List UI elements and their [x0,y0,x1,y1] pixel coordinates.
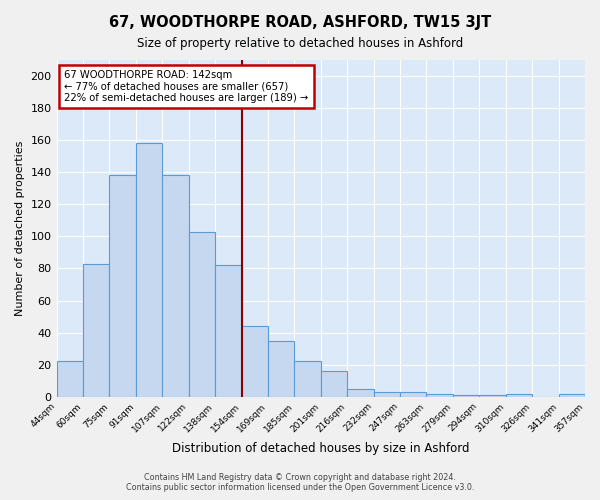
Bar [215,265,242,396]
Bar [400,392,427,396]
Text: 67, WOODTHORPE ROAD, ASHFORD, TW15 3JT: 67, WOODTHORPE ROAD, ASHFORD, TW15 3JT [109,15,491,30]
Bar [321,371,347,396]
X-axis label: Distribution of detached houses by size in Ashford: Distribution of detached houses by size … [172,442,470,455]
Bar [242,326,268,396]
Bar [295,362,321,396]
Bar [374,392,400,396]
Bar [109,176,136,396]
Bar [188,232,215,396]
Bar [56,362,83,396]
Bar [479,395,506,396]
Bar [506,394,532,396]
Text: Contains HM Land Registry data © Crown copyright and database right 2024.
Contai: Contains HM Land Registry data © Crown c… [126,473,474,492]
Bar [136,144,162,396]
Y-axis label: Number of detached properties: Number of detached properties [15,140,25,316]
Bar [347,388,374,396]
Bar [162,176,188,396]
Text: 67 WOODTHORPE ROAD: 142sqm
← 77% of detached houses are smaller (657)
22% of sem: 67 WOODTHORPE ROAD: 142sqm ← 77% of deta… [64,70,309,103]
Bar [268,340,295,396]
Text: Size of property relative to detached houses in Ashford: Size of property relative to detached ho… [137,38,463,51]
Bar [559,394,585,396]
Bar [427,394,453,396]
Bar [83,264,109,396]
Bar [453,395,479,396]
